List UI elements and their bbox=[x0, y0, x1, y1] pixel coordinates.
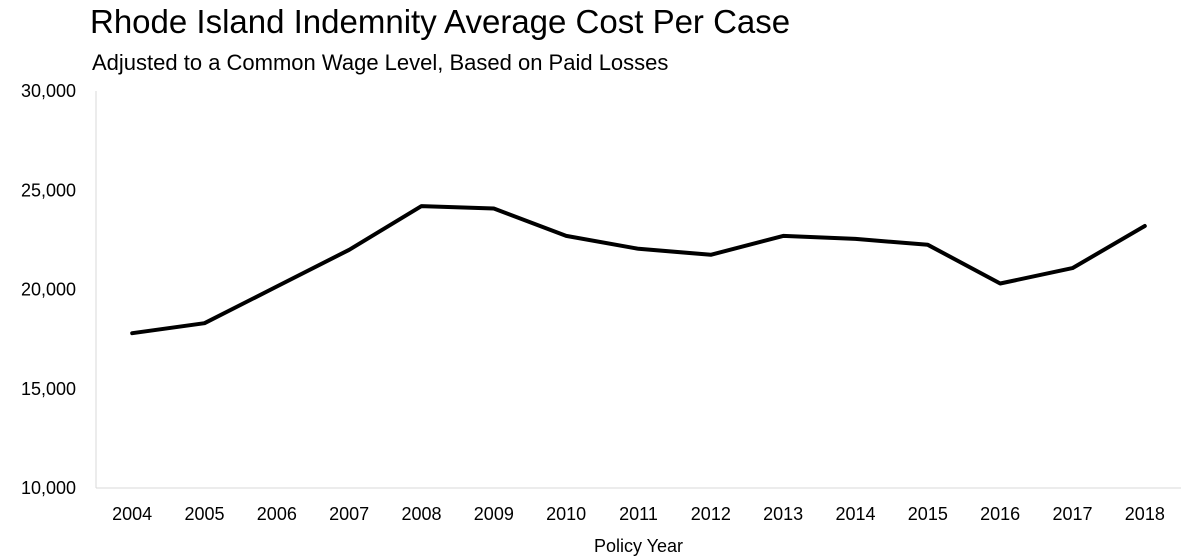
y-tick-label: 20,000 bbox=[21, 280, 76, 300]
x-tick-label: 2005 bbox=[184, 504, 224, 524]
x-axis-title: Policy Year bbox=[594, 536, 683, 556]
chart-axes bbox=[95, 91, 1181, 489]
y-tick-label: 25,000 bbox=[21, 180, 76, 200]
x-tick-label: 2013 bbox=[763, 504, 803, 524]
x-tick-label: 2012 bbox=[691, 504, 731, 524]
x-tick-label: 2018 bbox=[1125, 504, 1165, 524]
y-tick-label: 10,000 bbox=[21, 478, 76, 498]
y-axis-tick-labels: 10,000 15,000 20,000 25,000 30,000 bbox=[21, 81, 76, 498]
x-axis-tick-labels: 2004 2005 2006 2007 2008 2009 2010 2011 2012 2013… bbox=[112, 504, 1165, 524]
x-tick-label: 2015 bbox=[908, 504, 948, 524]
x-tick-label: 2016 bbox=[980, 504, 1020, 524]
x-tick-label: 2011 bbox=[619, 504, 658, 524]
x-tick-label: 2006 bbox=[257, 504, 297, 524]
x-tick-label: 2008 bbox=[401, 504, 441, 524]
x-tick-label: 2007 bbox=[329, 504, 369, 524]
x-tick-label: 2010 bbox=[546, 504, 586, 524]
chart-subtitle: Adjusted to a Common Wage Level, Based o… bbox=[92, 50, 669, 75]
series-line bbox=[130, 204, 1147, 336]
x-tick-label: 2017 bbox=[1052, 504, 1092, 524]
series-lines bbox=[130, 204, 1147, 336]
y-tick-label: 30,000 bbox=[21, 81, 76, 101]
x-tick-label: 2014 bbox=[835, 504, 875, 524]
y-tick-label: 15,000 bbox=[21, 379, 76, 399]
x-tick-label: 2004 bbox=[112, 504, 152, 524]
chart-title: Rhode Island Indemnity Average Cost Per … bbox=[90, 3, 791, 40]
x-tick-label: 2009 bbox=[474, 504, 514, 524]
